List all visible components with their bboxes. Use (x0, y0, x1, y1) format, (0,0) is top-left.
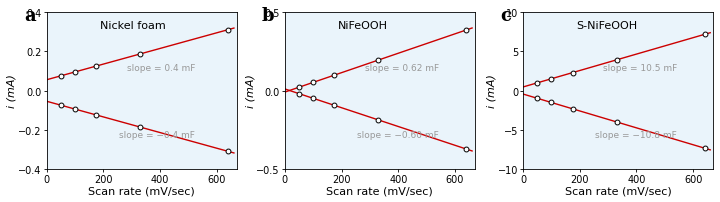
Text: a: a (24, 7, 35, 25)
Y-axis label: i (mA): i (mA) (487, 74, 496, 108)
Text: slope = −0.60 mF: slope = −0.60 mF (357, 130, 438, 139)
Text: slope = −0.4 mF: slope = −0.4 mF (119, 130, 195, 139)
Text: c: c (500, 7, 511, 25)
Text: Nickel foam: Nickel foam (100, 21, 166, 31)
Text: b: b (262, 7, 274, 25)
Y-axis label: i (mA): i (mA) (7, 74, 17, 108)
X-axis label: Scan rate (mV/sec): Scan rate (mV/sec) (326, 185, 433, 195)
Text: slope = 10.5 mF: slope = 10.5 mF (603, 63, 677, 72)
X-axis label: Scan rate (mV/sec): Scan rate (mV/sec) (89, 185, 195, 195)
X-axis label: Scan rate (mV/sec): Scan rate (mV/sec) (564, 185, 671, 195)
Text: slope = 0.62 mF: slope = 0.62 mF (364, 63, 438, 72)
Text: slope = 0.4 mF: slope = 0.4 mF (127, 63, 195, 72)
Text: NiFeOOH: NiFeOOH (338, 21, 388, 31)
Text: slope = −10.8 mF: slope = −10.8 mF (595, 130, 677, 139)
Y-axis label: i (mA): i (mA) (245, 74, 255, 108)
Text: S-NiFeOOH: S-NiFeOOH (576, 21, 637, 31)
